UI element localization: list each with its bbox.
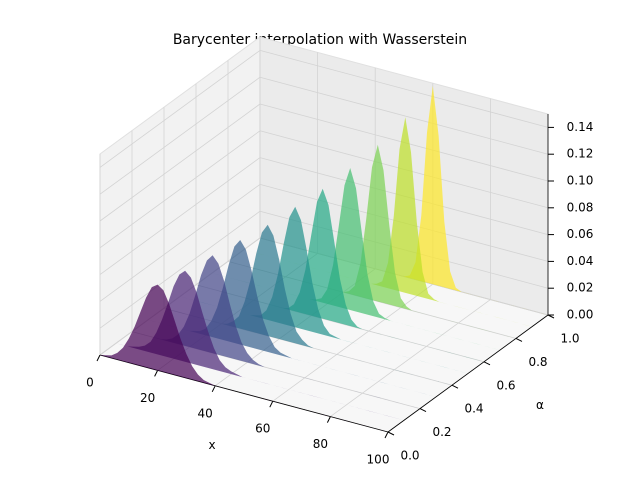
chart-title: Barycenter interpolation with Wasserstei… [173, 32, 467, 48]
z-tick-label: 0.12 [567, 147, 594, 161]
grid-line [99, 103, 261, 222]
tick-mark [211, 385, 216, 393]
z-tick-label: 0.06 [567, 227, 594, 241]
distribution [228, 144, 516, 339]
grid-line [99, 210, 261, 329]
y-tick-label: 0.8 [528, 355, 547, 369]
z-tick-label: 0.02 [567, 281, 594, 295]
grid-line [99, 76, 261, 195]
grid-line [99, 184, 261, 302]
y-axis-label: α [536, 398, 544, 412]
z-tick-label: 0.08 [567, 200, 594, 214]
tick-mark [419, 408, 427, 413]
z-tick-label: 0.00 [567, 308, 594, 322]
y-tick-label: 0.4 [464, 402, 483, 416]
tick-mark [384, 431, 389, 439]
z-tick-label: 0.14 [567, 120, 594, 134]
tick-mark [515, 337, 523, 342]
x-axis-label: x [208, 438, 215, 452]
x-tick-label: 80 [313, 437, 328, 451]
z-tick-label: 0.04 [567, 254, 594, 268]
x-tick-label: 100 [367, 453, 390, 467]
grid-line [99, 130, 261, 249]
grid-line [259, 76, 549, 155]
tick-mark [269, 400, 274, 408]
y-tick-label: 0.6 [496, 378, 515, 392]
grid-line [259, 50, 549, 128]
z-tick-label: 0.10 [567, 174, 594, 188]
grid-line [99, 157, 261, 275]
distribution [132, 255, 420, 409]
y-tick-label: 1.0 [560, 332, 579, 346]
distribution [212, 168, 500, 351]
y-tick-label: 0.2 [432, 425, 451, 439]
tick-mark [96, 354, 101, 362]
distribution [100, 284, 388, 432]
tick-mark [154, 370, 159, 377]
grid-line [99, 50, 261, 168]
tick-mark [451, 384, 459, 389]
x-tick-label: 40 [198, 406, 213, 420]
y-tick-label: 0.0 [400, 449, 419, 463]
tick-mark [483, 361, 491, 366]
tick-mark [387, 431, 395, 436]
x-tick-label: 60 [255, 422, 270, 436]
distribution [116, 270, 404, 421]
tick-mark [326, 416, 331, 423]
x-tick-label: 0 [86, 376, 94, 390]
x-tick-label: 20 [140, 391, 155, 405]
